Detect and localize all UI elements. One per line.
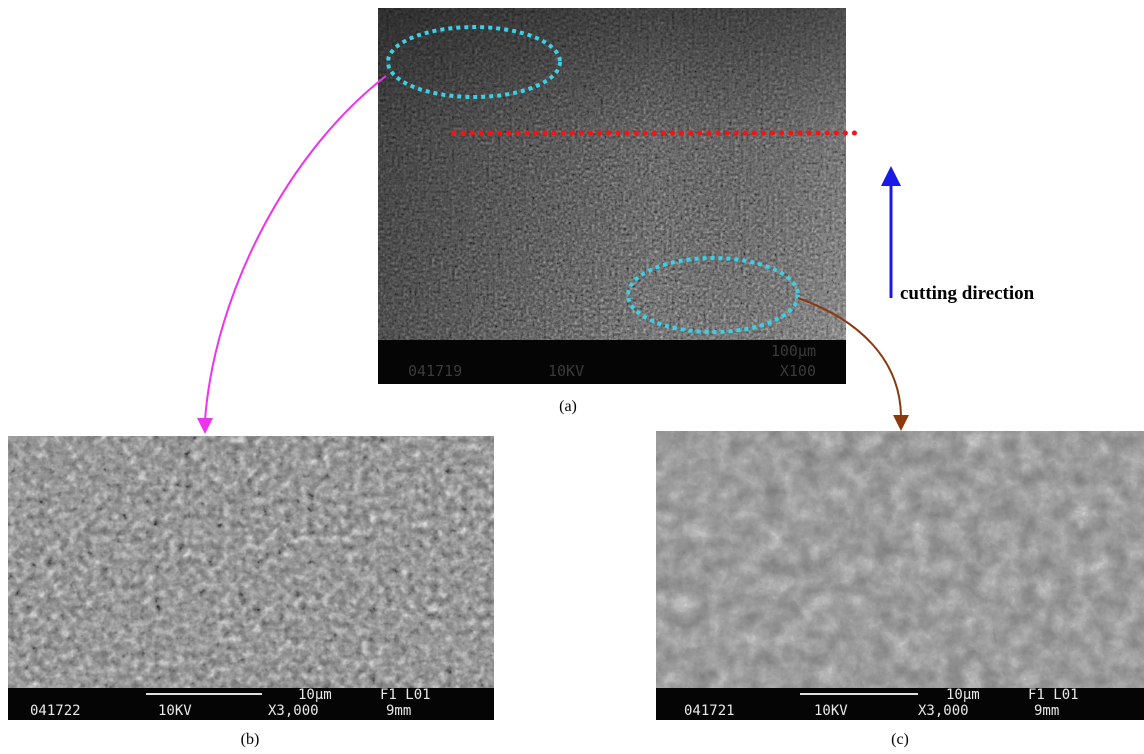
arrow-to-panel-c-head [893, 415, 909, 431]
magnification-a: X100 [779, 362, 816, 380]
voltage-c: 10KV [814, 703, 848, 719]
scale-text-b: 10µm [298, 687, 332, 703]
region-ellipse-top [386, 25, 562, 99]
magnification-c: X3,000 [918, 703, 969, 719]
caption-a: (a) [559, 398, 577, 415]
specimen-id-a: 041719 [408, 362, 463, 380]
sem-texture-a [378, 8, 846, 384]
arrow-to-panel-b [204, 75, 387, 421]
sem-texture-b [8, 436, 494, 720]
voltage-b: 10KV [158, 703, 192, 719]
cutting-direction-arrow-head [881, 166, 901, 186]
sem-databar-c: 10µm F1 L01 041721 10KV X3,000 9mm [656, 687, 1144, 720]
sem-image-c: 10µm F1 L01 041721 10KV X3,000 9mm [656, 431, 1144, 720]
sem-image-b: 10µm F1 L01 041722 10KV X3,000 9mm [8, 436, 494, 720]
arrow-to-panel-c [797, 297, 902, 417]
working-distance-b: 9mm [386, 703, 412, 719]
region-ellipse-bottom [626, 256, 800, 334]
sem-databar-a: 100µm 041719 10KV X100 [378, 340, 846, 384]
specimen-id-c: 041721 [684, 703, 735, 719]
cutting-direction-label: cutting direction [900, 283, 1035, 304]
scale-text-a: 100µm [770, 342, 816, 360]
specimen-id-b: 041722 [30, 703, 81, 719]
field-code-b: F1 L01 [380, 687, 431, 703]
voltage-a: 10KV [548, 362, 585, 380]
caption-b: (b) [240, 731, 260, 748]
working-distance-c: 9mm [1034, 703, 1060, 719]
field-code-c: F1 L01 [1028, 687, 1079, 703]
caption-c: (c) [891, 731, 909, 748]
arrow-to-panel-b-head [197, 418, 213, 434]
magnification-b: X3,000 [268, 703, 319, 719]
sem-databar-b: 10µm F1 L01 041722 10KV X3,000 9mm [8, 687, 494, 720]
sem-texture-c [656, 431, 1144, 720]
sem-image-a: 100µm 041719 10KV X100 [378, 8, 846, 384]
scale-bar-b [146, 693, 262, 695]
scale-text-c: 10µm [946, 687, 980, 703]
scale-bar-c [800, 693, 918, 695]
